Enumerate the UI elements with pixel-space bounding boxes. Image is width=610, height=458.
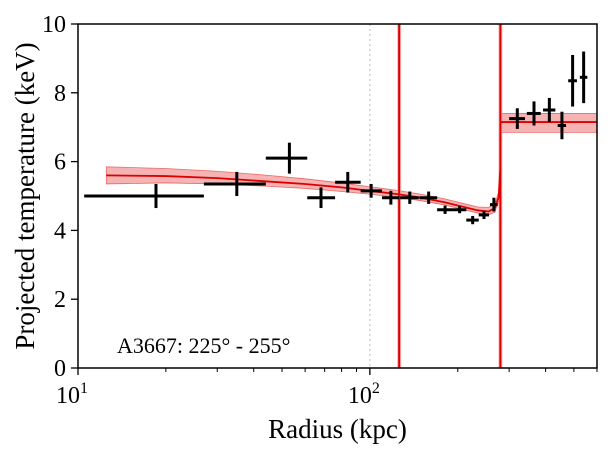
data-points: [84, 51, 588, 225]
data-point: [543, 97, 556, 123]
y-tick-label: 10: [42, 12, 66, 38]
data-point: [400, 191, 419, 204]
y-tick-label: 8: [54, 81, 66, 107]
y-tick-label: 0: [54, 356, 66, 382]
data-point: [419, 191, 438, 204]
data-point: [203, 171, 266, 196]
x-axis-label: Radius (kpc): [268, 414, 407, 444]
y-tick-label: 4: [54, 218, 66, 244]
data-point: [452, 206, 467, 214]
annotation: A3667: 225° - 255°: [117, 333, 290, 358]
data-point: [307, 187, 336, 209]
y-tick-label: 6: [54, 150, 66, 176]
data-point: [381, 190, 400, 205]
data-point: [509, 108, 526, 129]
data-point: [490, 197, 498, 212]
y-axis-label: Projected temperature (keV): [10, 42, 40, 349]
data-point: [579, 51, 588, 104]
data-point: [84, 183, 204, 209]
data-point: [335, 171, 361, 193]
model-band-segment: [105, 165, 501, 216]
data-point: [557, 111, 567, 140]
x-tick-label: 102: [348, 380, 380, 409]
data-point: [478, 210, 490, 220]
plot-frame: [77, 23, 598, 369]
x-tick-label: 101: [56, 380, 88, 409]
data-point: [265, 142, 308, 174]
data-point: [466, 215, 479, 225]
data-point: [568, 54, 577, 107]
y-tick-label: 2: [54, 287, 66, 313]
axis-ticks: 101 102 0 2 4 6 8 10: [42, 12, 598, 409]
data-point: [360, 183, 382, 198]
data-point: [526, 101, 541, 126]
data-point: [437, 205, 453, 214]
